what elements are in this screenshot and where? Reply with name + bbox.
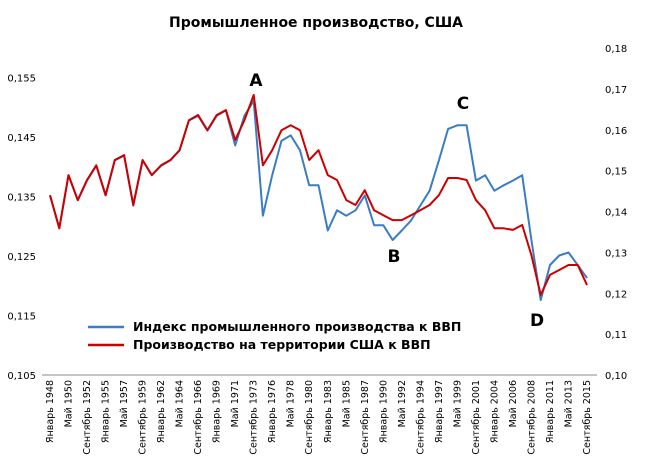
legend-label: Производство на территории США к ВВП <box>133 337 431 352</box>
x-tick-label: Сентябрь 1959 <box>138 380 149 455</box>
y-tick-label: 0,125 <box>7 252 36 263</box>
y2-tick-label: 0,10 <box>605 371 627 382</box>
x-tick-label: Январь 1976 <box>267 380 278 443</box>
x-tick-label: Сентябрь 1973 <box>249 380 260 455</box>
y-tick-label: 0,115 <box>7 312 36 323</box>
x-tick-label: Январь 1997 <box>434 380 445 443</box>
x-tick-label: Сентябрь 1994 <box>415 380 426 455</box>
legend-label: Индекс промышленного производства к ВВП <box>133 319 461 334</box>
x-tick-label: Январь 1955 <box>101 380 112 443</box>
x-tick-label: Сентябрь 2001 <box>471 380 482 455</box>
x-tick-label: Сентябрь 2015 <box>582 380 593 455</box>
y-tick-label: 0,145 <box>7 133 36 144</box>
y-tick-label: 0,155 <box>7 74 36 85</box>
x-tick-label: Январь 1969 <box>212 380 223 443</box>
x-tick-label: Май 1957 <box>119 380 130 427</box>
x-tick-label: Май 2006 <box>508 380 519 427</box>
y2-tick-label: 0,11 <box>605 330 627 341</box>
x-tick-label: Январь 2011 <box>545 380 556 443</box>
y2-tick-label: 0,12 <box>605 289 627 300</box>
x-tick-label: Январь 1962 <box>156 380 167 443</box>
x-tick-label: Май 1985 <box>341 380 352 427</box>
chart-title: Промышленное производство, США <box>169 15 463 31</box>
x-tick-label: Сентябрь 1952 <box>82 380 93 455</box>
x-tick-label: Май 1964 <box>175 380 186 427</box>
x-tick-label: Май 1971 <box>230 380 241 427</box>
y2-tick-label: 0,15 <box>605 167 627 178</box>
x-tick-label: Сентябрь 1966 <box>193 380 204 455</box>
x-tick-label: Январь 1983 <box>323 380 334 443</box>
annotation: A <box>249 71 263 91</box>
annotation: D <box>530 311 544 331</box>
x-tick-label: Январь 1948 <box>45 380 56 443</box>
x-tick-label: Май 1978 <box>286 380 297 427</box>
y2-tick-label: 0,18 <box>605 44 627 55</box>
x-tick-label: Январь 1990 <box>378 380 389 443</box>
y2-tick-label: 0,13 <box>605 248 627 259</box>
y2-tick-label: 0,16 <box>605 126 627 137</box>
x-tick-label: Сентябрь 1987 <box>360 380 371 455</box>
x-tick-label: Май 2013 <box>563 380 574 427</box>
series-line <box>49 94 588 296</box>
x-tick-label: Май 1999 <box>452 380 463 427</box>
y-tick-label: 0,105 <box>7 371 36 382</box>
y2-tick-label: 0,17 <box>605 85 627 96</box>
x-tick-label: Сентябрь 1980 <box>304 380 315 455</box>
y-tick-label: 0,135 <box>7 193 36 204</box>
annotation: C <box>457 94 469 114</box>
x-tick-label: Январь 2004 <box>489 380 500 443</box>
x-tick-label: Май 1950 <box>64 380 75 427</box>
annotation: B <box>388 247 401 267</box>
series-line <box>49 99 588 302</box>
x-tick-label: Май 1992 <box>397 380 408 427</box>
x-tick-label: Сентябрь 2008 <box>526 380 537 455</box>
y2-tick-label: 0,14 <box>605 208 627 219</box>
